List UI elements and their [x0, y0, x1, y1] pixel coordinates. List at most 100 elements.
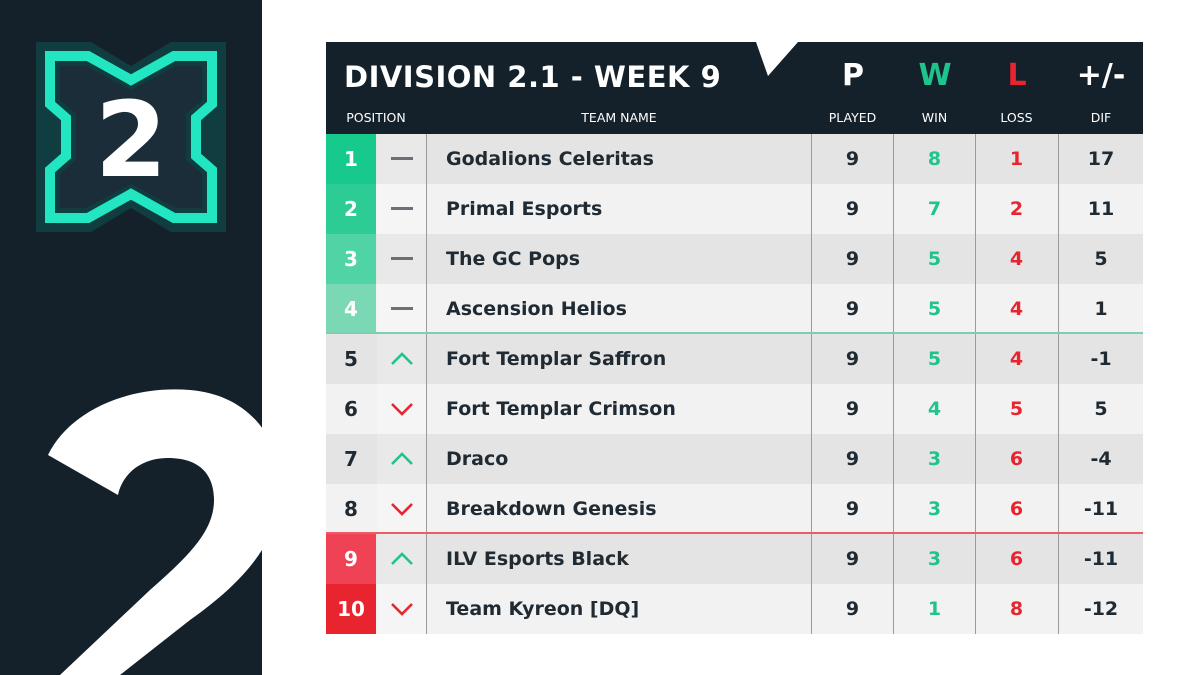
no-change-icon — [390, 306, 413, 312]
position-cell: 8 — [326, 484, 376, 534]
dif-value: 17 — [1087, 148, 1115, 170]
position-column-header: POSITION — [346, 110, 406, 125]
column-separator — [975, 334, 976, 384]
division-number: 2 — [94, 79, 168, 201]
column-separator — [975, 534, 976, 584]
arrow-down-icon — [390, 602, 414, 616]
column-separator — [893, 334, 894, 384]
trend-cell — [377, 134, 426, 184]
arrow-up-icon — [390, 352, 414, 366]
team-name: Fort Templar Saffron — [446, 348, 667, 370]
position-cell: 10 — [326, 584, 376, 634]
no-change-icon — [390, 256, 413, 262]
arrow-up-icon — [390, 552, 414, 566]
column-separator — [975, 434, 976, 484]
position-cell: 2 — [326, 184, 376, 234]
table-row: 9 ILV Esports Black 9 3 6 -11 — [326, 534, 1143, 584]
table-row: 4 Ascension Helios 9 5 4 1 — [326, 284, 1143, 334]
dif-value: 5 — [1094, 398, 1108, 420]
column-separator — [975, 284, 976, 334]
loss-value: 4 — [1009, 298, 1024, 320]
team-name: Primal Esports — [446, 198, 603, 220]
no-change-icon — [390, 156, 413, 162]
loss-value: 6 — [1009, 448, 1024, 470]
arrow-down-icon — [390, 402, 414, 416]
column-separator — [811, 384, 812, 434]
column-separator — [811, 534, 812, 584]
played-value: 9 — [845, 348, 860, 370]
table-row: 1 Godalions Celeritas 9 8 1 17 — [326, 134, 1143, 184]
dif-value: 5 — [1094, 248, 1108, 270]
position-cell: 4 — [326, 284, 376, 334]
team-name: Breakdown Genesis — [446, 498, 657, 520]
win-value: 5 — [927, 348, 942, 370]
column-separator — [426, 284, 427, 334]
played-value: 9 — [845, 598, 860, 620]
loss-value: 4 — [1009, 248, 1024, 270]
win-column-header: WIN — [921, 110, 948, 125]
column-separator — [1058, 434, 1059, 484]
arrow-up-icon — [390, 452, 414, 466]
column-separator — [893, 234, 894, 284]
played-value: 9 — [845, 198, 860, 220]
team-name: Fort Templar Crimson — [446, 398, 676, 420]
team-name: Draco — [446, 448, 509, 470]
win-value: 3 — [927, 498, 942, 520]
column-separator — [811, 234, 812, 284]
arrow-down-icon — [390, 502, 414, 516]
team-name: Ascension Helios — [446, 298, 627, 320]
column-separator — [426, 184, 427, 234]
big-two-graphic — [48, 389, 262, 675]
playoff-divider — [326, 332, 1143, 334]
table-header: DIVISION 2.1 - WEEK 9 P W L +/- POSITION… — [326, 42, 1143, 134]
column-separator — [1058, 184, 1059, 234]
column-separator — [1058, 284, 1059, 334]
column-separator — [893, 384, 894, 434]
dif-value: -11 — [1083, 498, 1119, 520]
column-separator — [426, 384, 427, 434]
played-value: 9 — [845, 298, 860, 320]
dif-value: -1 — [1090, 348, 1112, 370]
column-separator — [893, 184, 894, 234]
column-separator — [1058, 584, 1059, 634]
column-separator — [893, 484, 894, 534]
team-name: The GC Pops — [446, 248, 581, 270]
trend-cell — [377, 234, 426, 284]
dif-column-header: DIF — [1090, 110, 1112, 125]
trend-cell — [377, 384, 426, 434]
dif-letter: +/- — [1076, 58, 1126, 93]
win-value: 3 — [927, 448, 942, 470]
position-cell: 9 — [326, 534, 376, 584]
position-cell: 3 — [326, 234, 376, 284]
no-change-icon — [390, 206, 413, 212]
loss-value: 6 — [1009, 498, 1024, 520]
trend-cell — [377, 284, 426, 334]
team-column-header: TEAM NAME — [581, 110, 657, 125]
loss-value: 8 — [1009, 598, 1024, 620]
table-row: 7 Draco 9 3 6 -4 — [326, 434, 1143, 484]
played-value: 9 — [845, 548, 860, 570]
column-separator — [811, 484, 812, 534]
table-title: DIVISION 2.1 - WEEK 9 — [344, 60, 722, 94]
loss-value: 2 — [1009, 198, 1024, 220]
position-cell: 1 — [326, 134, 376, 184]
table-row: 5 Fort Templar Saffron 9 5 4 -1 — [326, 334, 1143, 384]
win-value: 5 — [927, 298, 942, 320]
win-value: 1 — [927, 598, 942, 620]
column-separator — [1058, 234, 1059, 284]
division-badge-icon — [36, 42, 226, 232]
trend-cell — [377, 484, 426, 534]
column-separator — [811, 584, 812, 634]
table-row: 10 Team Kyreon [DQ] 9 1 8 -12 — [326, 584, 1143, 634]
dif-value: -4 — [1090, 448, 1112, 470]
dif-value: -12 — [1083, 598, 1119, 620]
loss-column-header: LOSS — [1000, 110, 1033, 125]
column-separator — [426, 484, 427, 534]
column-separator — [975, 184, 976, 234]
trend-cell — [377, 334, 426, 384]
loss-value: 5 — [1009, 398, 1024, 420]
column-separator — [426, 434, 427, 484]
column-separator — [811, 334, 812, 384]
column-separator — [1058, 534, 1059, 584]
position-cell: 7 — [326, 434, 376, 484]
